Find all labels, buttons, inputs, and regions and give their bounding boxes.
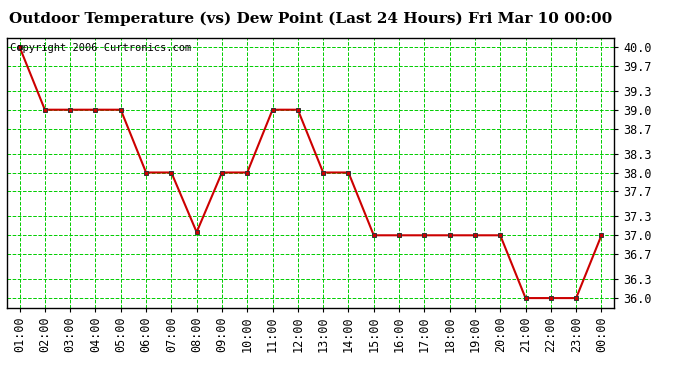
Text: Outdoor Temperature (vs) Dew Point (Last 24 Hours) Fri Mar 10 00:00: Outdoor Temperature (vs) Dew Point (Last…	[9, 11, 612, 26]
Text: Copyright 2006 Curtronics.com: Copyright 2006 Curtronics.com	[10, 43, 191, 53]
